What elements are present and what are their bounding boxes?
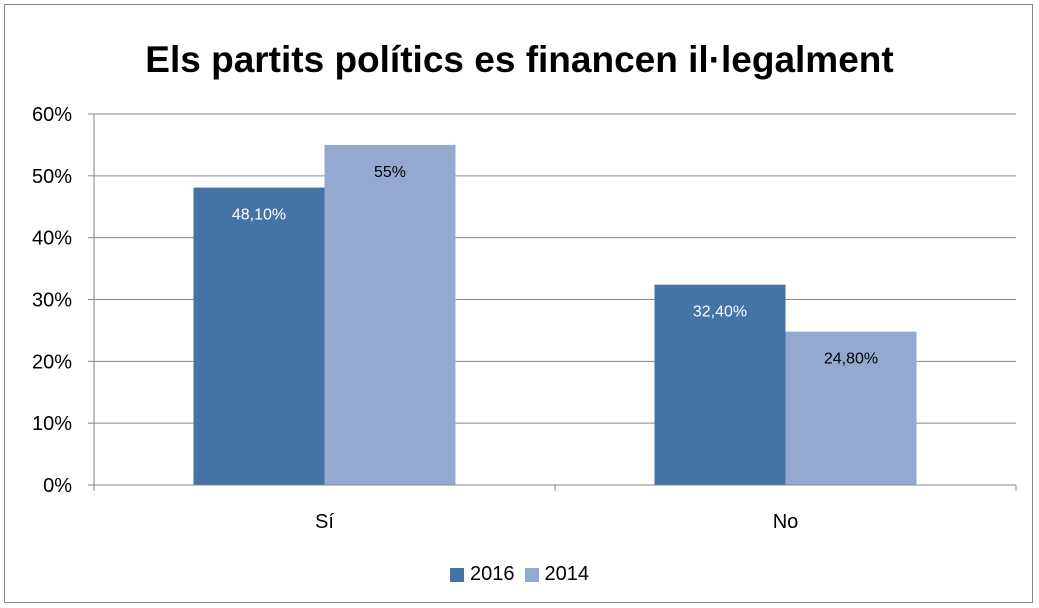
data-label: 32,40%	[693, 304, 747, 321]
bar-2014-0	[324, 144, 456, 485]
y-tick-label: 60%	[32, 104, 72, 126]
x-tick-label: No	[773, 511, 799, 533]
legend-swatch-2016	[450, 567, 464, 582]
chart-frame	[4, 4, 1033, 603]
y-tick-label: 30%	[32, 290, 72, 312]
data-label: 48,10%	[232, 207, 286, 224]
legend-item-2014: 2014	[524, 563, 590, 586]
bar-2014-1	[785, 331, 917, 485]
y-tick-label: 50%	[32, 166, 72, 188]
chart-title: Els partits polítics es financen il·lega…	[145, 39, 894, 80]
legend: 2016 2014	[0, 563, 1039, 586]
legend-item-2016: 2016	[450, 563, 515, 586]
y-tick-label: 0%	[43, 475, 72, 497]
data-label: 55%	[374, 164, 406, 181]
bar-2016-0	[193, 187, 325, 485]
data-label: 24,80%	[824, 351, 878, 368]
x-tick-label: Sí	[315, 511, 334, 533]
legend-label-2014: 2014	[544, 563, 590, 585]
y-tick-label: 40%	[32, 228, 72, 250]
legend-swatch-2014	[524, 567, 539, 582]
y-tick-label: 10%	[32, 413, 72, 435]
y-tick-label: 20%	[32, 351, 72, 373]
legend-label-2016: 2016	[470, 563, 515, 585]
bar-2016-1	[654, 284, 786, 485]
